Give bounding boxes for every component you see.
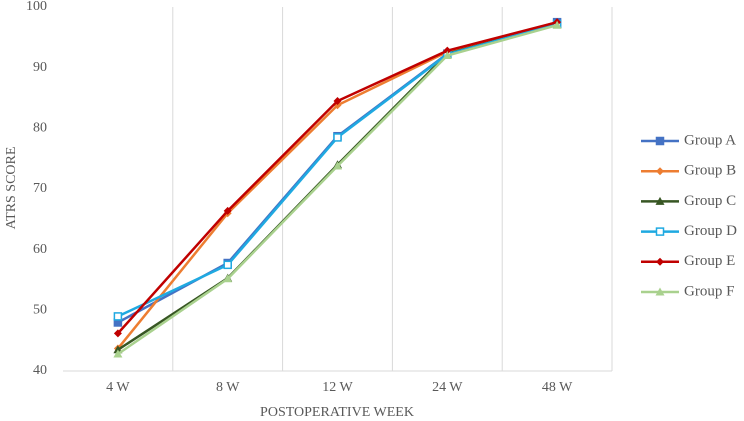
x-tick-label: 4 W	[106, 380, 130, 395]
legend-label: Group F	[684, 283, 734, 299]
marker	[656, 257, 664, 266]
marker	[223, 260, 232, 270]
x-axis-title: POSTOPERATIVE WEEK	[260, 405, 414, 420]
marker	[655, 136, 665, 146]
marker	[333, 97, 342, 106]
y-tick-label: 80	[33, 121, 47, 136]
marker	[113, 312, 123, 321]
legend-label: Group E	[684, 253, 735, 269]
marker	[223, 206, 232, 215]
y-axis-title: ATRS SCORE	[4, 147, 19, 230]
legend-label: Group B	[684, 163, 736, 179]
x-tick-label: 48 W	[542, 380, 573, 395]
legend: Group A Group B Group C Group D Group E Group…	[641, 132, 737, 299]
marker	[443, 46, 452, 55]
y-tick-label: 70	[33, 181, 47, 196]
marker	[223, 274, 233, 283]
x-tick-label: 24 W	[432, 380, 463, 395]
marker	[113, 329, 122, 338]
marker	[333, 133, 342, 142]
marker	[442, 51, 452, 60]
x-tick-label: 8 W	[216, 380, 240, 395]
y-tick-label: 100	[26, 0, 47, 14]
marker	[113, 349, 123, 358]
y-tick-label: 60	[33, 242, 47, 257]
series-line	[117, 22, 558, 318]
marker	[655, 287, 665, 296]
series-line	[117, 23, 558, 356]
marker	[333, 161, 342, 170]
marker	[552, 20, 562, 29]
series-line	[117, 20, 558, 324]
legend-label: Group A	[684, 132, 736, 148]
marker	[656, 167, 664, 176]
y-tick-label: 40	[33, 363, 47, 378]
y-tick-label: 50	[33, 303, 47, 318]
x-tick-label: 12 W	[322, 380, 353, 395]
legend-label: Group C	[684, 193, 736, 209]
legend-label: Group D	[684, 223, 737, 239]
marker	[655, 196, 665, 205]
y-tick-label: 90	[33, 60, 47, 75]
marker	[655, 227, 665, 236]
series-line	[117, 22, 558, 351]
series-line	[116, 21, 558, 350]
